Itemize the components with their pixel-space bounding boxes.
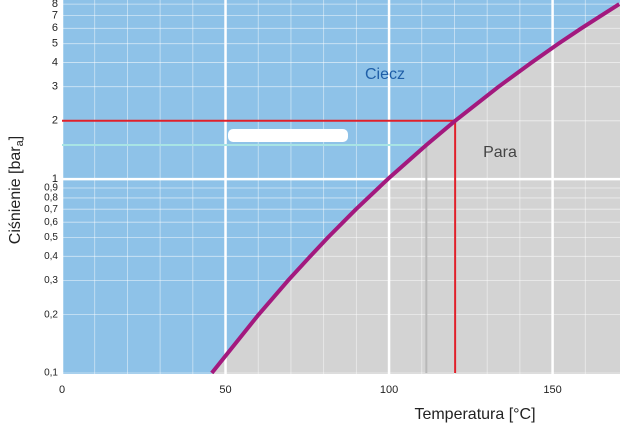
y-tick-label: 7: [52, 9, 58, 21]
y-tick-label: 2: [52, 115, 58, 127]
y-tick-label: 0,1: [44, 368, 58, 379]
y-tick-label: 1: [52, 173, 58, 185]
y-tick-label: 0,5: [44, 232, 58, 243]
y-tick-label: 5: [52, 38, 58, 50]
y-label-suffix: ]: [7, 136, 24, 140]
saturation-curve: [210, 2, 620, 374]
y-axis-label: Ciśnienie [bara]: [7, 136, 26, 244]
x-tick-label: 150: [543, 384, 561, 396]
x-tick-label: 50: [219, 384, 231, 396]
y-tick-label: 0,3: [44, 275, 58, 286]
y-tick-label: 0,9: [44, 183, 58, 194]
y-tick-label: 0,6: [44, 217, 58, 228]
y-tick-label: 4: [52, 56, 58, 68]
region-label: Para: [483, 144, 517, 161]
y-tick-label: 8: [52, 0, 58, 10]
y-label-sub: a: [14, 139, 26, 146]
y-tick-label: 0,7: [44, 204, 58, 215]
y-tick-label: 3: [52, 81, 58, 93]
x-tick-label: 0: [59, 384, 65, 396]
y-tick-label: 0,8: [44, 193, 58, 204]
plot-area: [62, 0, 620, 374]
y-tick-label: 0,2: [44, 309, 58, 320]
redaction: [228, 129, 348, 142]
y-tick-label: 0,4: [44, 251, 58, 262]
region-label: Ciecz: [365, 66, 405, 83]
x-tick-label: 100: [380, 384, 398, 396]
y-tick-label: 6: [52, 22, 58, 34]
x-axis-label: Temperatura [°C]: [414, 406, 535, 423]
y-label-text: Ciśnienie [bar: [7, 146, 24, 245]
